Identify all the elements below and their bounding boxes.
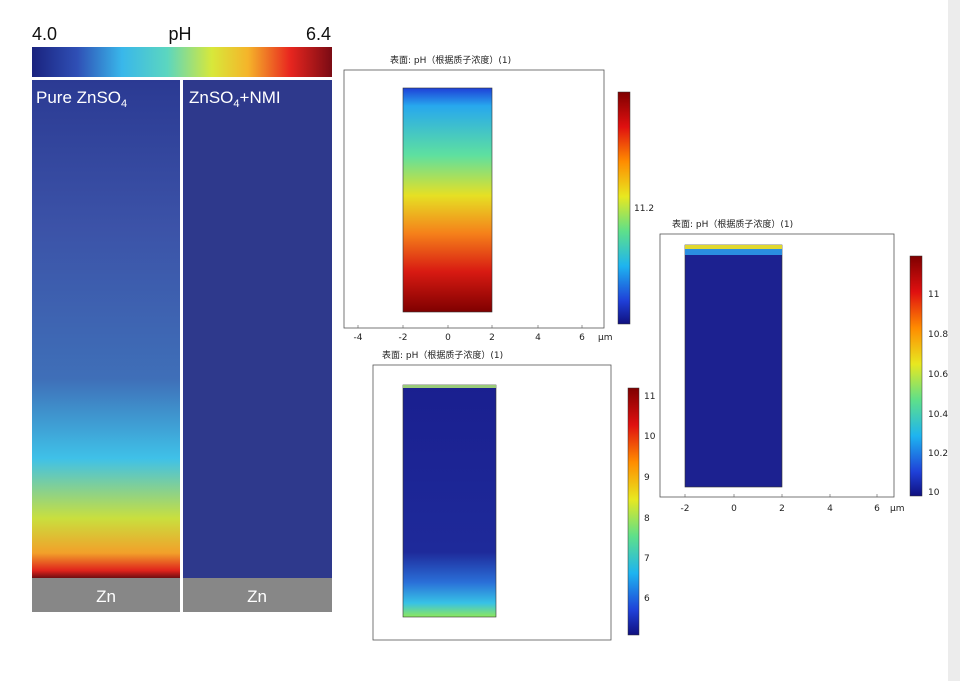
domain-edge (403, 385, 496, 388)
colorbar-tick-label: 11 (928, 290, 939, 300)
colorbar (617, 91, 631, 325)
domain (402, 384, 497, 618)
scale-min: 4.0 (32, 24, 57, 44)
scale-title: pH (168, 24, 191, 44)
colorbar (627, 387, 640, 636)
colorbar-tick-label: 10.2 (928, 449, 948, 459)
x-unit: µm (598, 333, 613, 343)
scrollbar (948, 0, 960, 681)
colorbar-tick-label: 8 (644, 514, 650, 524)
plot-frame (343, 69, 605, 329)
scale-max: 6.4 (306, 24, 331, 44)
x-unit: µm (890, 504, 905, 514)
x-tick-label: 4 (535, 333, 541, 343)
plot-frame (372, 364, 612, 641)
domain-edge (685, 245, 782, 249)
x-tick-label: 4 (827, 504, 833, 514)
domain (402, 87, 493, 313)
x-tick-label: 2 (489, 333, 495, 343)
colorbar-tick-label: 10 (644, 432, 656, 442)
x-tick-label: 6 (874, 504, 880, 514)
electrode-label: Zn (96, 587, 116, 606)
colorbar-tick-label: 11 (644, 392, 655, 402)
colorbar-tick-label: 10.6 (928, 370, 948, 380)
plot-title: 表面: pH（根据质子浓度）(1) (390, 54, 511, 66)
x-tick-label: 0 (731, 504, 737, 514)
panel-label: Pure ZnSO4 (36, 88, 127, 110)
x-tick-label: 0 (445, 333, 451, 343)
colorbar-tick-label: 10.4 (928, 410, 948, 420)
colorbar-tick-label: 6 (644, 594, 650, 604)
colorbar-tick-label: 11.2 (634, 204, 654, 214)
colorbar (909, 255, 923, 497)
x-tick-label: -4 (354, 333, 363, 343)
x-tick-label: 6 (579, 333, 585, 343)
plot-frame (659, 233, 895, 498)
x-tick-label: -2 (681, 504, 690, 514)
scale-bar (32, 47, 332, 77)
x-tick-label: -2 (399, 333, 408, 343)
colorbar-tick-label: 10.8 (928, 330, 948, 340)
colorbar-tick-label: 9 (644, 473, 650, 483)
panel-pure (32, 80, 180, 578)
electrode-label: Zn (247, 587, 267, 606)
colorbar-tick-label: 7 (644, 554, 650, 564)
panel-nmi (183, 80, 332, 578)
electrode (183, 578, 332, 612)
x-tick-label: 2 (779, 504, 785, 514)
domain (684, 244, 783, 488)
panel-label: ZnSO4+NMI (189, 88, 281, 110)
plot-title: 表面: pH（根据质子浓度）(1) (382, 349, 503, 361)
electrode (32, 578, 180, 612)
domain-edge (685, 249, 782, 255)
colorbar-tick-label: 10 (928, 488, 940, 498)
plot-title: 表面: pH（根据质子浓度）(1) (672, 218, 793, 230)
